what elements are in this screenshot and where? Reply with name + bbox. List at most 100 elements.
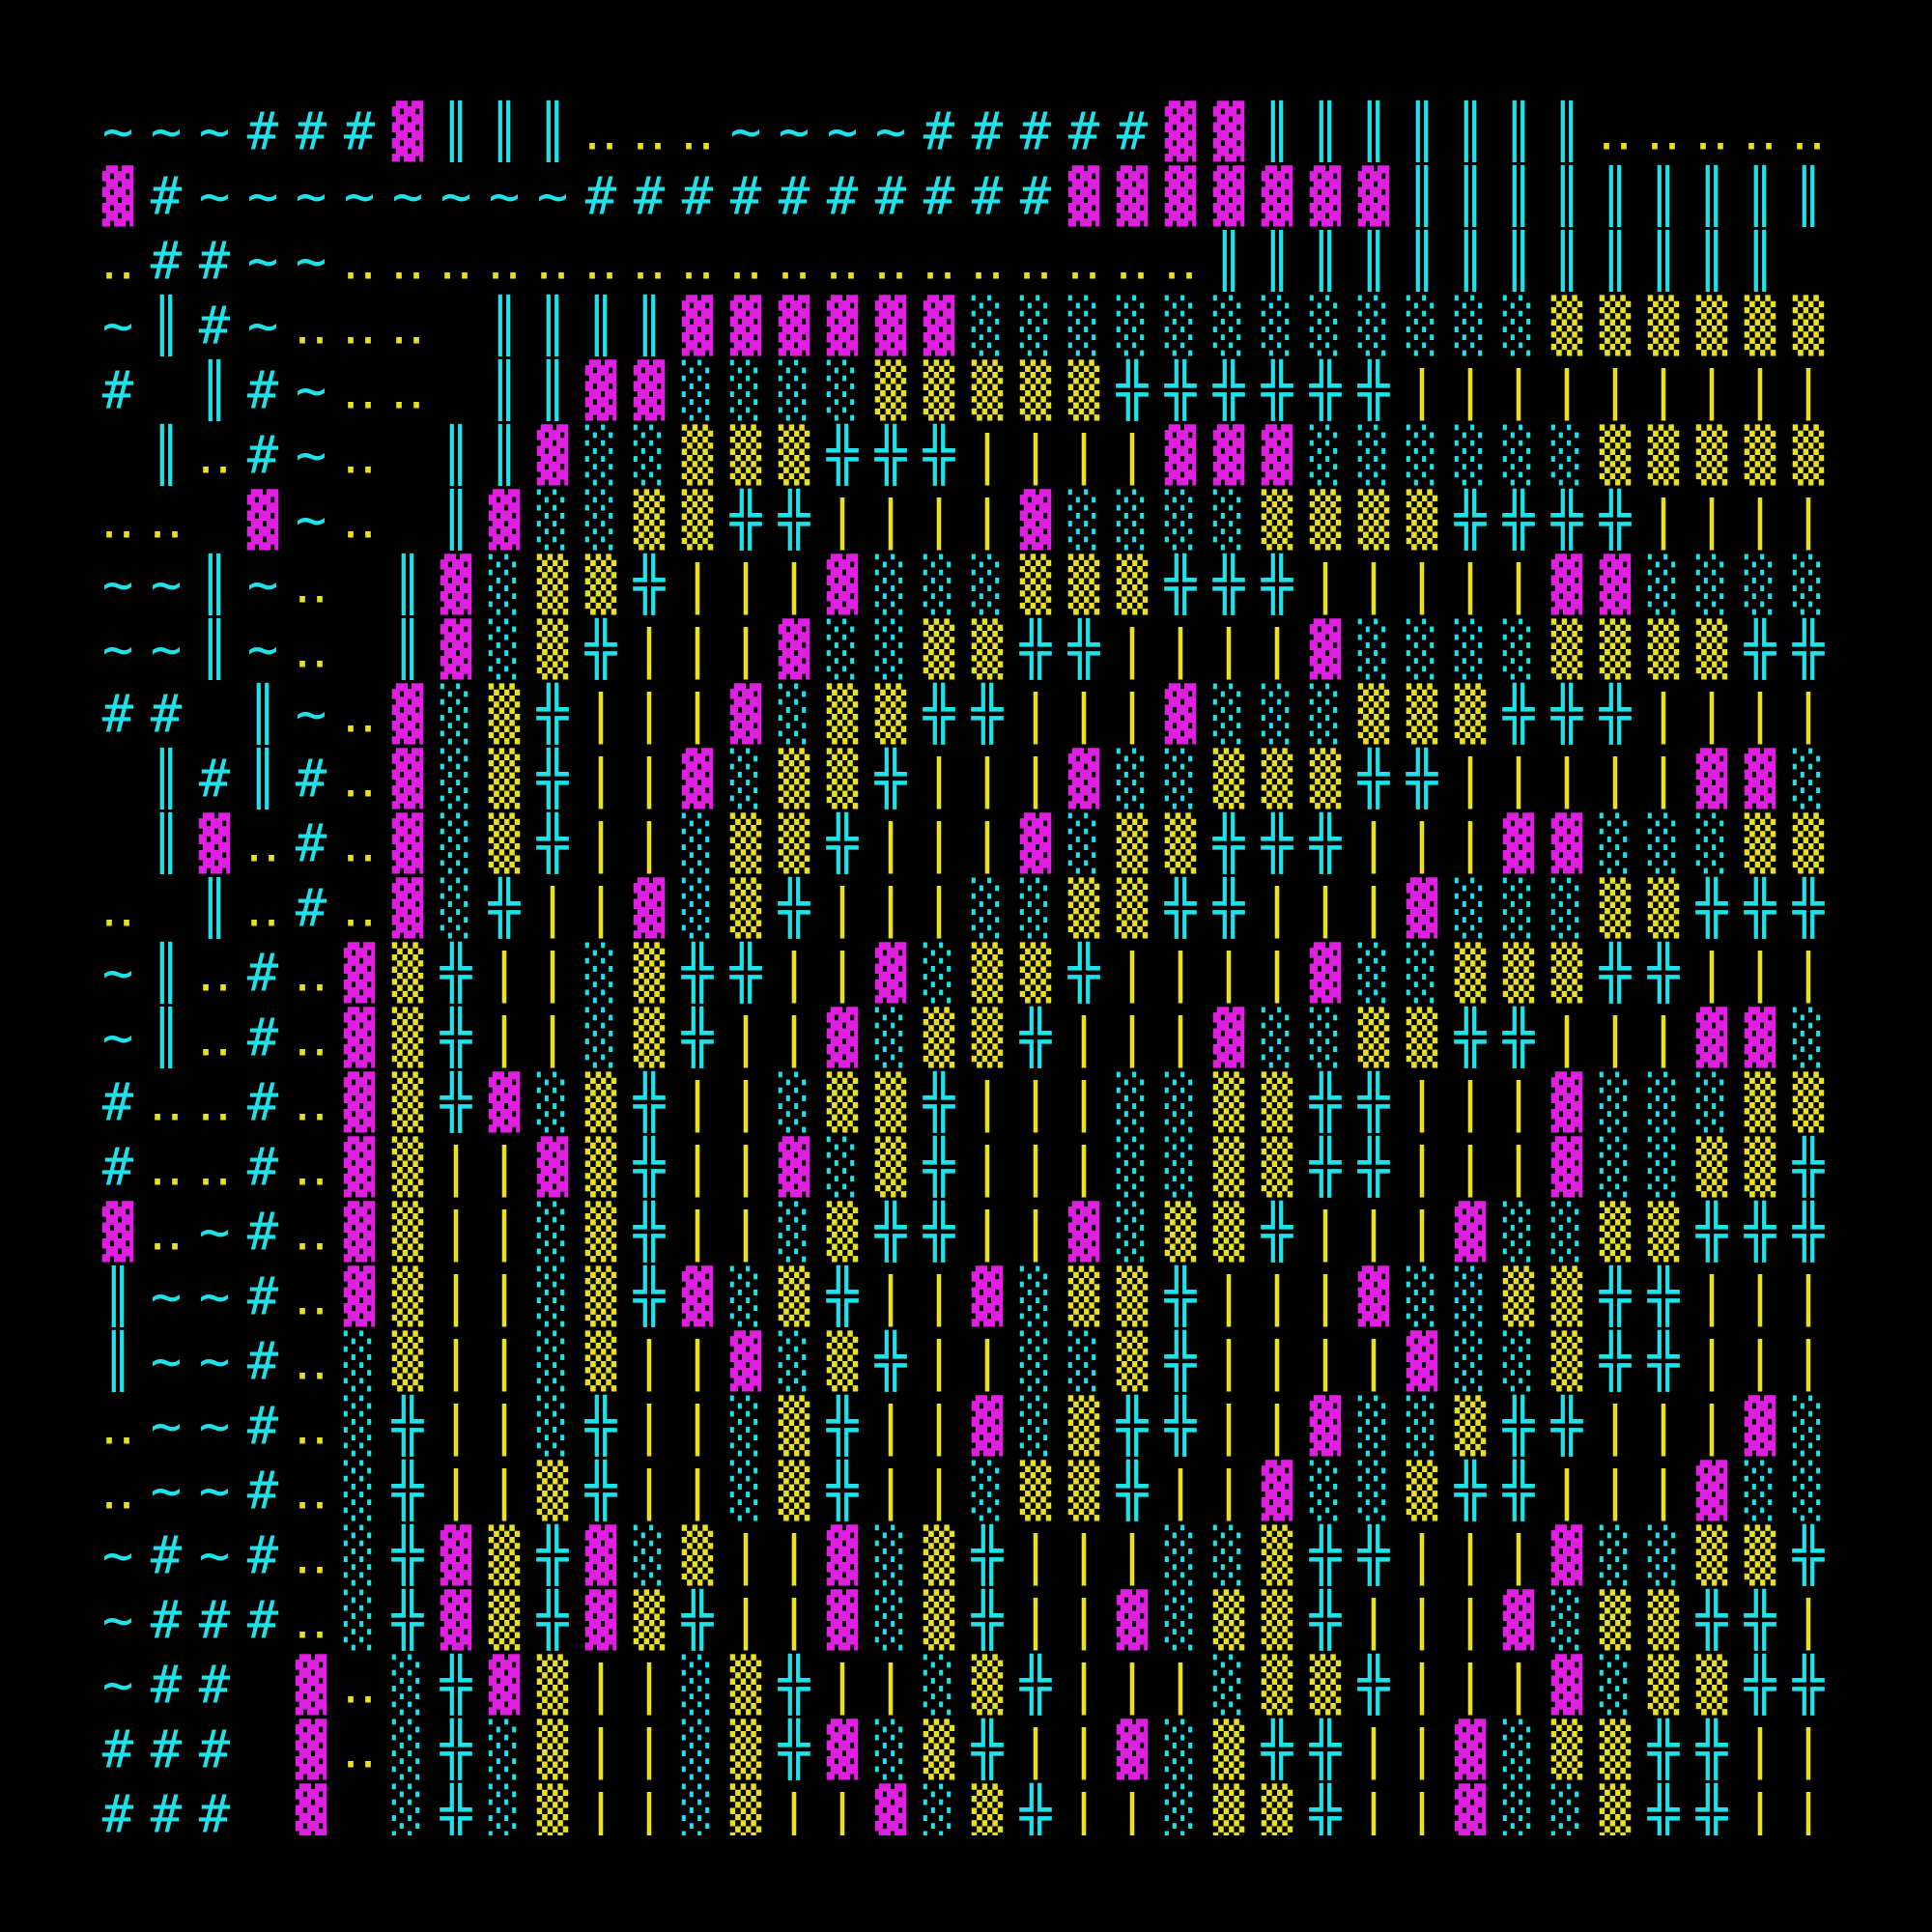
cell: | [1262, 878, 1293, 939]
cell: ▒ [730, 1654, 762, 1716]
cell: | [1406, 1202, 1438, 1263]
cell: ~ [296, 166, 327, 227]
cell: ~ [296, 231, 327, 292]
cell: ‥ [487, 231, 522, 292]
cell: | [1020, 1719, 1052, 1780]
cell: | [1020, 1072, 1052, 1133]
cell: ╬ [1695, 1201, 1728, 1264]
cell: | [1648, 749, 1680, 810]
cell: ╬ [1502, 489, 1535, 552]
cell: ▒ [634, 1589, 666, 1651]
cell: ▒ [1262, 1524, 1293, 1586]
cell: ╬ [1164, 359, 1197, 422]
cell: ‥ [294, 1331, 328, 1392]
cell: ‥ [342, 1719, 377, 1780]
cell: ‥ [632, 231, 667, 292]
cell: ░ [1117, 1136, 1149, 1198]
cell: ╬ [1502, 1395, 1535, 1458]
cell: ~ [199, 1331, 231, 1392]
cell: ~ [151, 554, 183, 615]
cell: ░ [1165, 1524, 1197, 1586]
cell: | [1406, 1525, 1438, 1586]
cell: ▓ [1262, 165, 1293, 227]
cell: ~ [344, 166, 376, 227]
cell: ░ [1358, 942, 1390, 1004]
cell: ▓ [1068, 165, 1100, 227]
cell: | [634, 619, 666, 680]
cell: ░ [1600, 1524, 1632, 1586]
cell: ╬ [633, 1071, 666, 1134]
cell: ║ [489, 100, 521, 163]
cell: ║ [102, 1265, 134, 1328]
cell: | [1793, 1719, 1825, 1780]
cell: ░ [344, 1460, 376, 1521]
cell: ~ [296, 360, 327, 421]
cell: ▒ [1551, 295, 1583, 356]
cell: ▒ [1503, 942, 1535, 1004]
cell: ‥ [728, 231, 763, 292]
cell: ‥ [1066, 231, 1101, 292]
cell: ▓ [1600, 554, 1632, 615]
cell: ‥ [294, 619, 328, 680]
cell: | [1262, 619, 1293, 680]
cell: ▒ [1117, 877, 1149, 939]
cell: ▒ [537, 1719, 569, 1780]
cell: ▓ [585, 359, 617, 421]
cell: ╬ [1357, 1524, 1390, 1587]
cell: ║ [489, 359, 521, 422]
cell: ░ [1793, 1460, 1825, 1521]
cell: ▓ [1455, 1201, 1487, 1263]
cell: | [1551, 749, 1583, 810]
cell: # [102, 1784, 134, 1845]
cell: | [1455, 1137, 1487, 1198]
cell: | [1406, 554, 1438, 615]
cell: # [151, 1655, 183, 1716]
cell: ░ [875, 1524, 907, 1586]
cell: ‥ [100, 1461, 135, 1521]
cell: ▒ [1648, 1201, 1680, 1263]
cell: | [1551, 360, 1583, 421]
cell: ║ [1745, 230, 1776, 293]
cell: ░ [344, 1589, 376, 1651]
cell: ░ [489, 554, 521, 615]
cell: | [585, 1719, 617, 1780]
cell: ▒ [537, 618, 569, 680]
cell: ╬ [1357, 1071, 1390, 1134]
cell: ‥ [100, 490, 135, 551]
cell: ▒ [1745, 295, 1776, 356]
cell: ‥ [1646, 101, 1681, 162]
cell: | [489, 1266, 521, 1327]
cell: ░ [1793, 1007, 1825, 1068]
cell: ▓ [585, 1524, 617, 1586]
cell: ░ [537, 1395, 569, 1457]
cell: ░ [1068, 1330, 1100, 1392]
cell: ░ [972, 877, 1004, 939]
cell: | [972, 813, 1004, 874]
cell: ╬ [826, 1265, 859, 1328]
cell: | [1213, 619, 1245, 680]
cell: ║ [151, 1007, 183, 1069]
cell: ‥ [294, 554, 328, 615]
cell: ║ [199, 359, 231, 422]
cell: ░ [1310, 424, 1342, 486]
cell: ~ [151, 1396, 183, 1457]
cell: ▒ [1696, 1524, 1728, 1586]
cell: ‥ [1694, 101, 1729, 162]
cell: ▒ [392, 1071, 424, 1133]
cell: ▓ [392, 100, 424, 162]
cell: ░ [1696, 1071, 1728, 1133]
cell: ▒ [1358, 683, 1390, 745]
cell: # [247, 1008, 279, 1068]
cell: # [972, 101, 1004, 162]
cell: ▓ [1503, 812, 1535, 874]
cell: | [827, 1784, 859, 1845]
cell: ▒ [875, 683, 907, 745]
cell: | [923, 1396, 955, 1457]
cell: ╬ [633, 554, 666, 616]
cell: ▒ [827, 1071, 859, 1133]
cell: ╬ [1357, 359, 1390, 422]
cell: | [1117, 1655, 1149, 1716]
cell: ‥ [245, 878, 280, 939]
